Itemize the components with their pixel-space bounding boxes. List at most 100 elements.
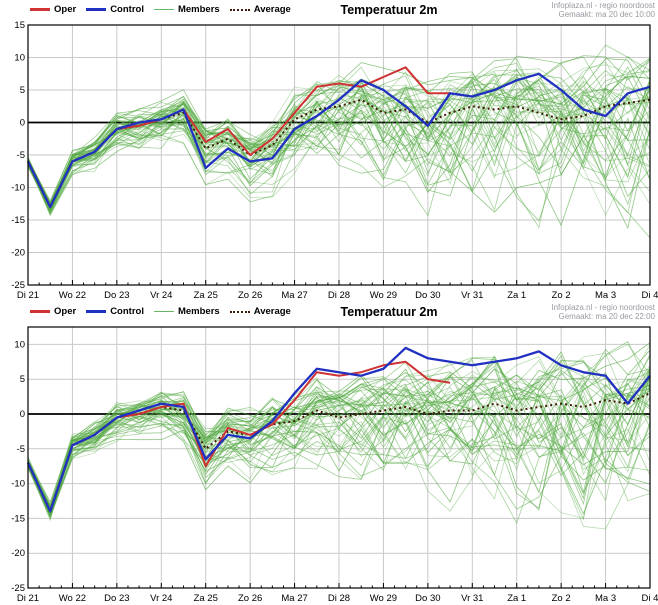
legend-label-members: Members — [177, 4, 220, 15]
svg-text:Wo 29: Wo 29 — [370, 290, 397, 301]
ensemble-members — [27, 341, 651, 530]
svg-text:Di 4: Di 4 — [642, 290, 658, 301]
plot-frame — [27, 24, 651, 286]
chart-header: Oper Control Members Average Temperatuur… — [0, 0, 658, 20]
average-line-swatch — [229, 8, 250, 11]
series-control — [26, 72, 651, 209]
svg-text:Vr 24: Vr 24 — [150, 593, 172, 604]
legend: Oper Control Members Average — [30, 4, 291, 15]
credit-block: Infoplaza.nl - regio noordoost Gemaakt: … — [551, 303, 655, 321]
svg-text:15: 15 — [14, 20, 25, 31]
credit-timestamp: Gemaakt: ma 20 dec 10:00 — [558, 10, 656, 19]
ensemble-members — [27, 44, 651, 239]
legend-item-members: Members — [153, 4, 220, 15]
legend-item-control: Control — [86, 306, 144, 317]
legend-item-control: Control — [86, 4, 144, 15]
svg-text:-20: -20 — [11, 548, 25, 559]
members-line-swatch — [153, 9, 174, 10]
x-axis-labels: Di 21 Wo 22 Do 23 Vr 24 Za 25 Zo 26 Ma 27 Di 28… — [17, 290, 658, 301]
svg-text:Do 30: Do 30 — [415, 593, 440, 604]
svg-text:Zo 2: Zo 2 — [552, 290, 571, 301]
svg-text:0: 0 — [20, 118, 25, 129]
legend-item-oper: Oper — [30, 306, 76, 317]
svg-text:-10: -10 — [11, 479, 25, 490]
average-line-swatch — [229, 310, 250, 313]
legend-label-average: Average — [253, 306, 291, 317]
svg-text:Wo 22: Wo 22 — [59, 290, 86, 301]
svg-text:10: 10 — [14, 53, 25, 64]
legend-label-oper: Oper — [54, 306, 77, 317]
svg-text:0: 0 — [20, 409, 25, 420]
svg-text:Di 21: Di 21 — [17, 593, 39, 604]
svg-text:Zo 2: Zo 2 — [552, 593, 571, 604]
svg-text:Di 21: Di 21 — [17, 290, 39, 301]
y-axis-labels: 10 5 0 -5 -10 -15 -20 -25 — [11, 339, 25, 594]
svg-text:Ma 3: Ma 3 — [595, 290, 616, 301]
axis-ticks — [27, 280, 651, 285]
legend-label-members: Members — [177, 306, 220, 317]
svg-text:Di 4: Di 4 — [642, 593, 658, 604]
credit-source: Infoplaza.nl - regio noordoost — [551, 1, 655, 10]
svg-text:5: 5 — [20, 85, 25, 96]
control-line-swatch — [86, 310, 107, 313]
svg-text:10: 10 — [14, 339, 25, 350]
legend-item-members: Members — [153, 306, 220, 317]
svg-text:Za 25: Za 25 — [194, 593, 218, 604]
svg-text:Do 30: Do 30 — [415, 290, 440, 301]
legend: Oper Control Members Average — [30, 306, 291, 317]
x-axis-labels: Di 21 Wo 22 Do 23 Vr 24 Za 25 Zo 26 Ma 27 Di 28… — [17, 593, 658, 604]
svg-text:-5: -5 — [17, 444, 25, 455]
series-oper — [27, 66, 451, 208]
legend-item-average: Average — [229, 306, 291, 317]
svg-text:Wo 22: Wo 22 — [59, 593, 86, 604]
credit-source: Infoplaza.nl - regio noordoost — [551, 303, 655, 312]
temperature-plume-chart-top: Oper Control Members Average Temperatuur… — [0, 0, 658, 302]
credit-timestamp: Gemaakt: ma 20 dec 22:00 — [558, 312, 656, 321]
legend-label-oper: Oper — [54, 4, 77, 15]
svg-text:Vr 24: Vr 24 — [150, 290, 172, 301]
svg-text:-25: -25 — [11, 280, 25, 291]
svg-text:Zo 26: Zo 26 — [238, 290, 262, 301]
legend-label-control: Control — [110, 4, 144, 15]
legend-item-average: Average — [229, 4, 291, 15]
svg-text:-10: -10 — [11, 183, 25, 194]
chart-header: Oper Control Members Average Temperatuur… — [0, 302, 658, 322]
svg-text:5: 5 — [20, 374, 25, 385]
series-average — [27, 98, 651, 208]
svg-text:Za 1: Za 1 — [507, 290, 526, 301]
plot-frame — [27, 326, 651, 589]
oper-line-swatch — [30, 310, 50, 313]
svg-text:-15: -15 — [11, 513, 25, 524]
oper-line-swatch — [30, 8, 50, 11]
svg-text:Do 23: Do 23 — [104, 593, 129, 604]
svg-text:Za 25: Za 25 — [194, 290, 218, 301]
credit-block: Infoplaza.nl - regio noordoost Gemaakt: … — [551, 1, 655, 19]
legend-label-control: Control — [110, 306, 144, 317]
svg-text:-25: -25 — [11, 583, 25, 594]
svg-text:-20: -20 — [11, 248, 25, 259]
svg-text:Vr 31: Vr 31 — [461, 290, 483, 301]
chart-title: Temperatuur 2m — [340, 305, 438, 319]
svg-text:Ma 3: Ma 3 — [595, 593, 616, 604]
svg-text:Zo 26: Zo 26 — [238, 593, 262, 604]
svg-text:Vr 31: Vr 31 — [461, 593, 483, 604]
svg-text:Wo 29: Wo 29 — [370, 593, 397, 604]
axis-ticks — [27, 583, 651, 588]
svg-text:-5: -5 — [17, 150, 25, 161]
svg-text:Ma 27: Ma 27 — [281, 290, 307, 301]
svg-text:Za 1: Za 1 — [507, 593, 526, 604]
legend-item-oper: Oper — [30, 4, 76, 15]
temperature-plume-chart-bottom: Oper Control Members Average Temperatuur… — [0, 302, 658, 605]
svg-text:Ma 27: Ma 27 — [281, 593, 307, 604]
svg-text:Di 28: Di 28 — [328, 290, 350, 301]
svg-text:-15: -15 — [11, 215, 25, 226]
chart-title: Temperatuur 2m — [340, 3, 438, 17]
control-line-swatch — [86, 8, 107, 11]
series-control — [26, 346, 651, 513]
members-line-swatch — [153, 311, 174, 312]
svg-text:Do 23: Do 23 — [104, 290, 129, 301]
y-axis-labels: 15 10 5 0 -5 -10 -15 -20 -25 — [11, 20, 25, 291]
legend-label-average: Average — [253, 4, 291, 15]
